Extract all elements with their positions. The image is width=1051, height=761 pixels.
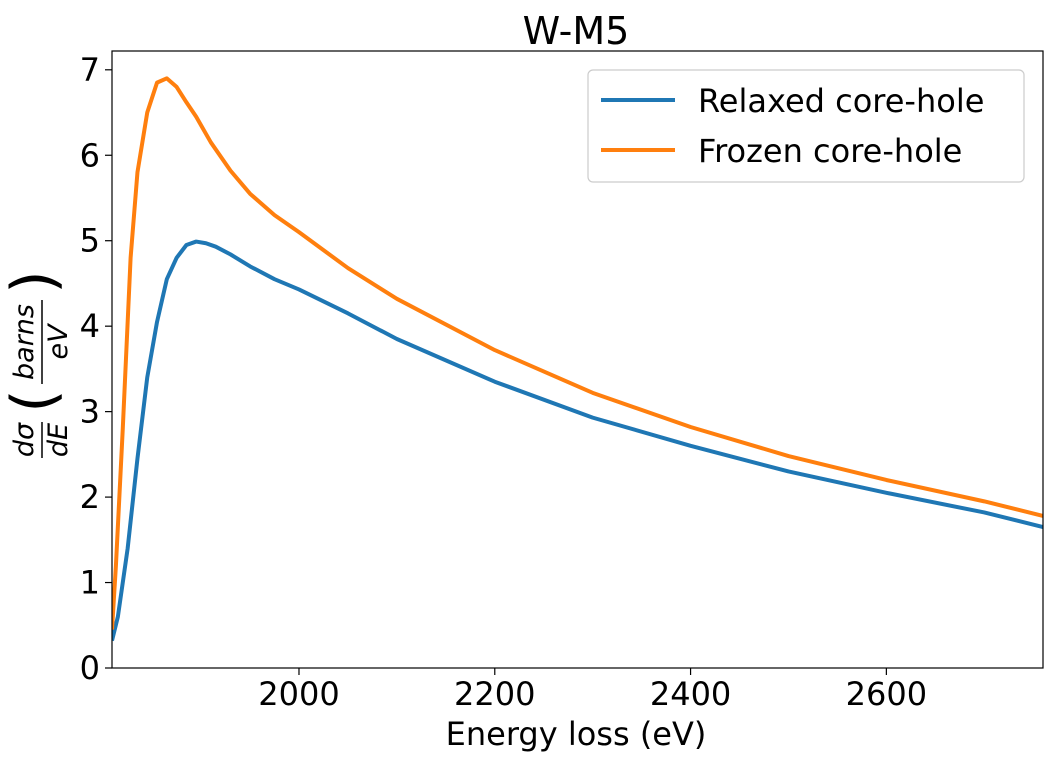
ylabel-num-left: dσ	[9, 422, 40, 457]
y-tick-label: 3	[80, 393, 100, 431]
ylabel-paren-close: )	[0, 270, 69, 293]
legend-label-1: Frozen core-hole	[698, 132, 962, 170]
y-tick-label: 4	[80, 307, 100, 345]
x-tick-label: 2200	[454, 675, 535, 713]
x-tick-label: 2400	[650, 675, 731, 713]
x-tick-label: 2600	[846, 675, 927, 713]
ylabel-den-right: eV	[43, 322, 74, 360]
ylabel-paren-open: (	[0, 389, 69, 412]
ylabel-num-right: barns	[9, 304, 40, 380]
series-line-1	[112, 76, 1043, 630]
plot-area	[111, 50, 1044, 669]
y-tick-label: 6	[80, 136, 100, 174]
plot-frame	[111, 50, 1044, 669]
y-tick-label: 0	[80, 649, 100, 687]
ylabel-den-left: dE	[43, 423, 74, 457]
x-axis-ticks: 2000 2200 2400 2600	[258, 668, 927, 713]
y-tick-label: 5	[80, 222, 100, 260]
legend-label-0: Relaxed core-hole	[698, 82, 984, 120]
y-axis-ticks: 0 1 2 3 4 5 6 7	[80, 51, 112, 687]
x-axis-label: Energy loss (eV)	[446, 715, 707, 753]
chart-title: W-M5	[523, 9, 630, 53]
y-axis-label: dσ dE ( barns eV)	[0, 270, 74, 458]
series-line-0	[112, 239, 1043, 642]
y-label-group: dσ dE ( barns eV)	[0, 270, 74, 458]
legend: Relaxed core-hole Frozen core-hole	[587, 69, 1025, 183]
legend-box	[587, 69, 1025, 183]
y-tick-label: 7	[80, 51, 100, 89]
y-tick-label: 2	[80, 478, 100, 516]
x-tick-label: 2000	[258, 675, 339, 713]
y-tick-label: 1	[80, 564, 100, 602]
